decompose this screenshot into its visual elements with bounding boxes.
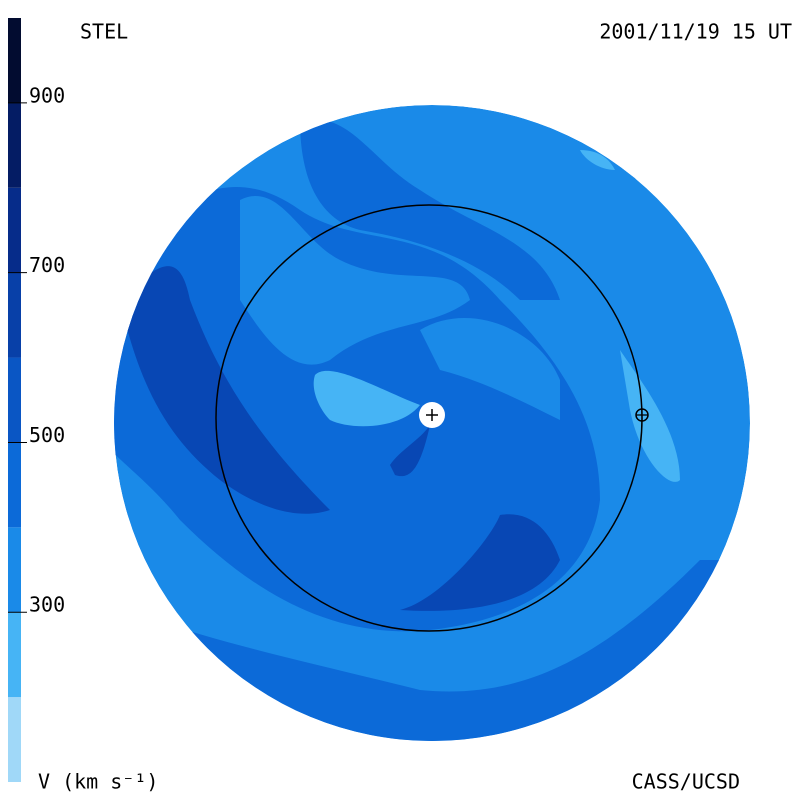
sun-marker [419,402,445,428]
colorbar-band [8,272,21,358]
credit: CASS/UCSD [632,770,740,794]
map-disk [114,105,750,741]
earth-marker [635,408,649,422]
colorbar-band [8,357,21,443]
colorbar-band [8,697,21,782]
colorbar-label: V (km s⁻¹) [38,770,158,794]
colorbar-band [8,612,21,698]
colorbar: 300 500 700 900 [8,18,65,782]
date: 2001/11/19 15 UT [599,20,792,44]
colorbar-tick-label: 900 [29,83,65,107]
title: STEL [80,20,128,44]
colorbar-band [8,102,21,188]
colorbar-band [8,442,21,528]
colorbar-band [8,527,21,613]
colorbar-tick-label: 300 [29,593,65,617]
colorbar-tick-label: 700 [29,253,65,277]
colorbar-tick-label: 500 [29,423,65,447]
colorbar-band [8,18,21,103]
colorbar-band [8,187,21,273]
